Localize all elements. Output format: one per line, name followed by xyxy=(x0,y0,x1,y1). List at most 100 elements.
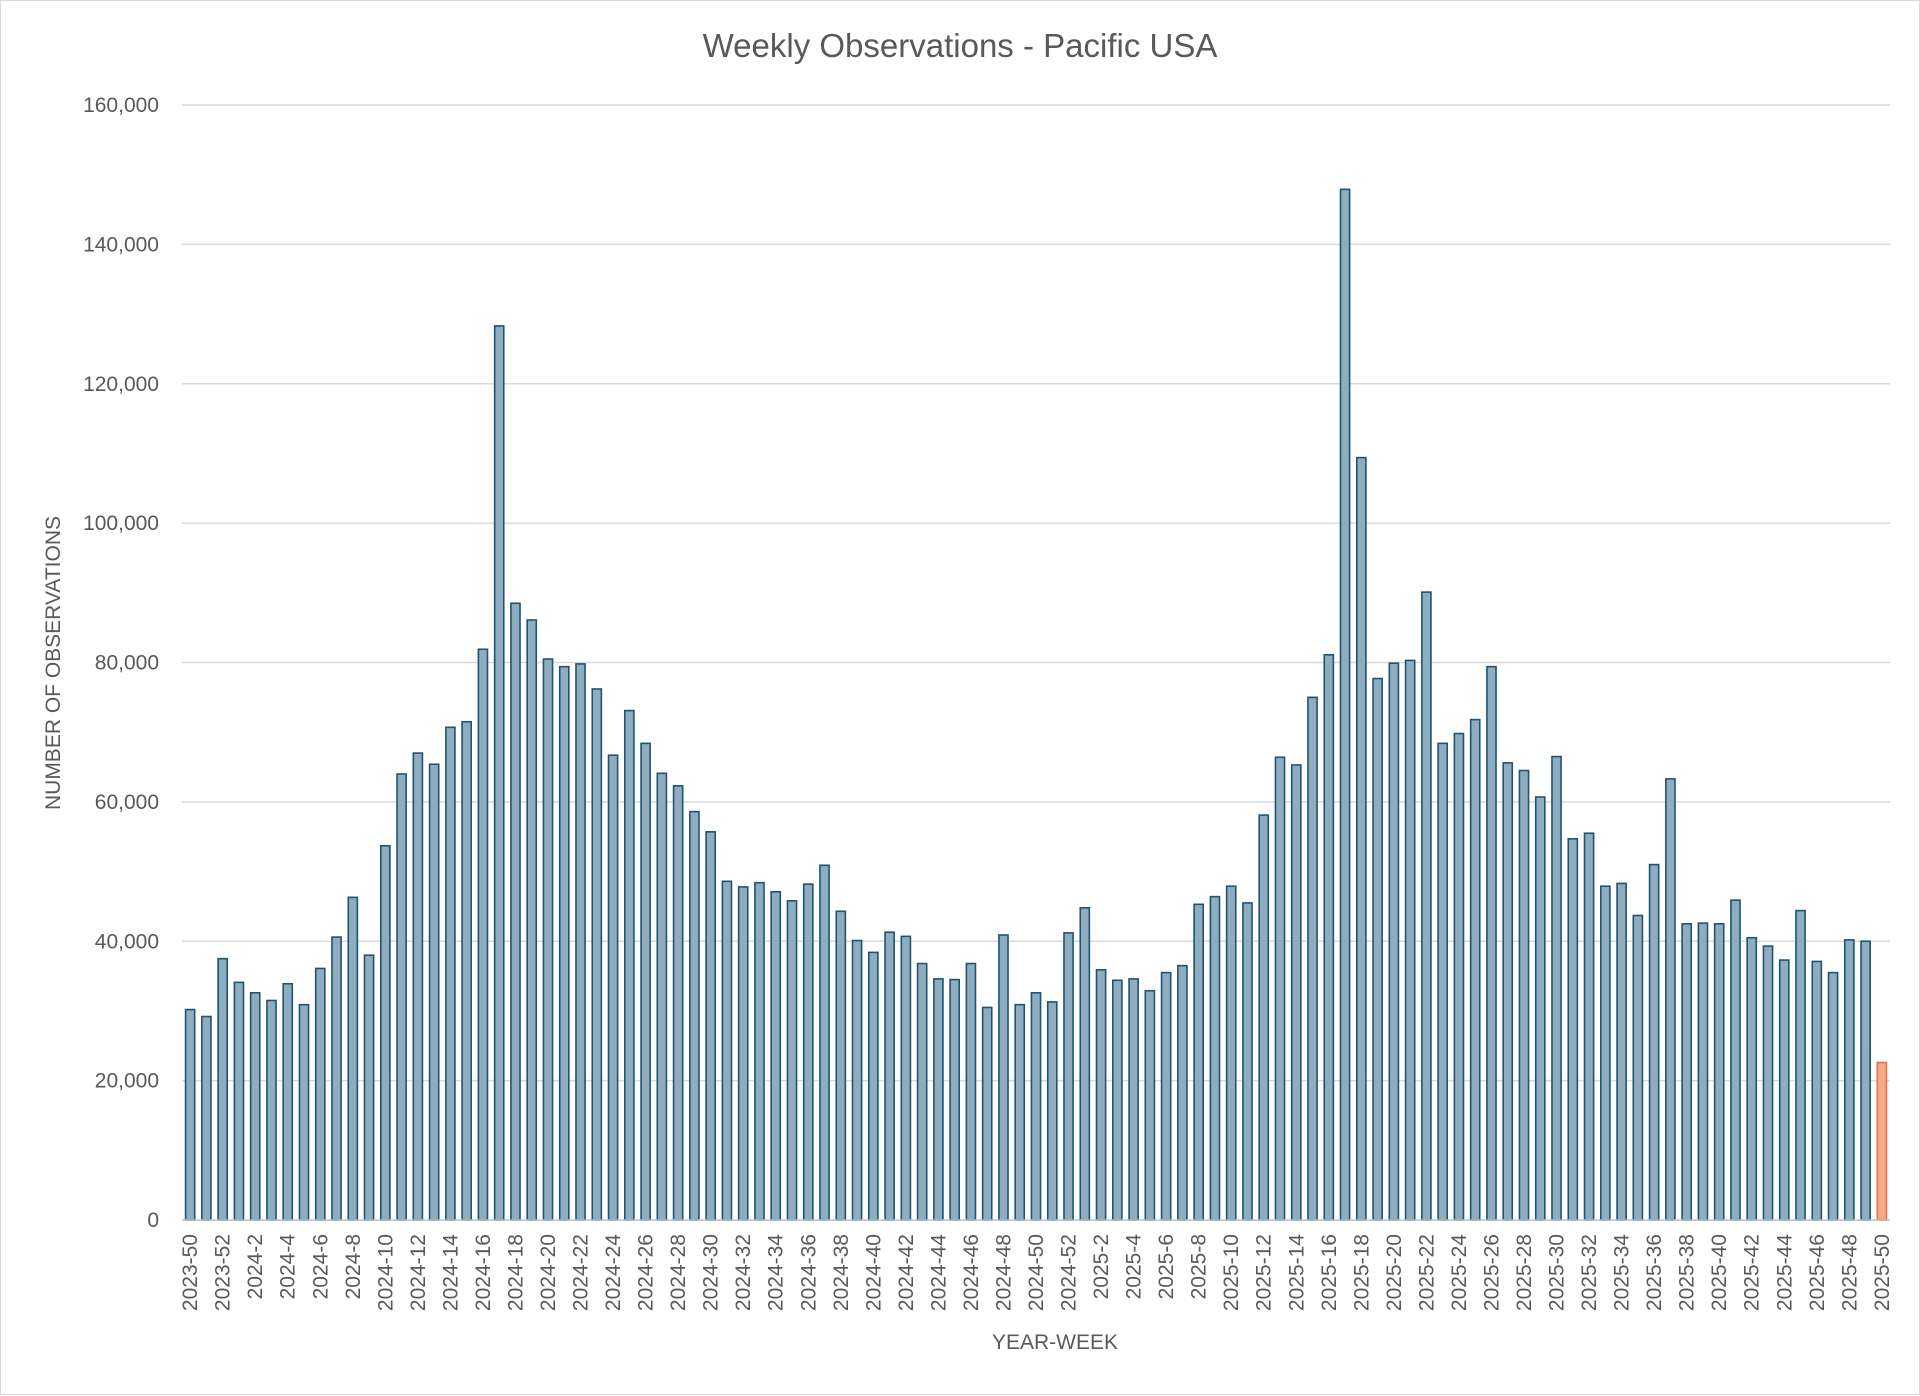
bar-2025-10 xyxy=(1225,885,1237,1221)
x-tick-label: 2024-16 xyxy=(472,1234,495,1311)
bar-2025-15 xyxy=(1307,696,1318,1221)
bar-2024-20 xyxy=(542,658,554,1221)
x-tick-label: 2025-18 xyxy=(1350,1234,1373,1311)
bar-2025-24 xyxy=(1453,732,1465,1221)
bar-2024-42 xyxy=(900,935,912,1221)
bar-2024-39 xyxy=(851,939,863,1221)
bar-2024-17 xyxy=(493,325,505,1221)
bar-2024-24 xyxy=(607,754,619,1221)
x-tick-label: 2025-38 xyxy=(1676,1234,1699,1311)
bar-2024-40 xyxy=(867,951,879,1221)
bar-2025-48 xyxy=(1843,939,1855,1221)
bar-2025-7 xyxy=(1177,964,1188,1221)
chart-title: Weekly Observations - Pacific USA xyxy=(703,27,1218,64)
bar-2025-37 xyxy=(1665,778,1676,1221)
bar-2025-25 xyxy=(1469,718,1481,1221)
x-tick-label: 2025-36 xyxy=(1643,1234,1666,1311)
y-axis-ticks: 0 20,000 40,000 60,000 80,000 100,000 120,000 1… xyxy=(83,94,159,1232)
bar-2024-50 xyxy=(1030,992,1042,1221)
bar-2025-34 xyxy=(1616,882,1627,1221)
x-tick-label: 2024-32 xyxy=(732,1234,755,1311)
bar-2024-47 xyxy=(981,1006,993,1221)
bar-2024-18 xyxy=(510,602,521,1221)
y-tick-label: 0 xyxy=(147,1209,159,1232)
x-tick-label: 2025-10 xyxy=(1220,1234,1243,1311)
bar-2025-33 xyxy=(1599,885,1611,1221)
bar-2025-35 xyxy=(1632,914,1644,1221)
y-axis-title: NUMBER OF OBSERVATIONS xyxy=(42,516,65,810)
y-tick-label: 140,000 xyxy=(83,233,159,256)
x-axis-title: YEAR-WEEK xyxy=(992,1331,1118,1354)
x-tick-label: 2025-26 xyxy=(1480,1234,1503,1311)
bar-2025-43 xyxy=(1762,945,1774,1221)
x-tick-label: 2025-2 xyxy=(1090,1234,1113,1299)
x-tick-label: 2024-48 xyxy=(992,1234,1015,1311)
bar-2024-27 xyxy=(656,772,668,1221)
x-tick-label: 2024-6 xyxy=(309,1234,332,1299)
bar-2025-8 xyxy=(1193,903,1205,1221)
bar-2025-22 xyxy=(1421,591,1432,1221)
bar-2024-46 xyxy=(965,962,977,1221)
x-tick-label: 2025-16 xyxy=(1318,1234,1341,1311)
bar-2024-1 xyxy=(233,981,245,1221)
bar-2024-44 xyxy=(933,978,944,1221)
bar-2025-26 xyxy=(1486,665,1497,1221)
bar-2025-6 xyxy=(1160,971,1172,1221)
bar-2024-49 xyxy=(1014,1003,1026,1221)
x-tick-label: 2024-22 xyxy=(570,1234,593,1311)
bar-2024-52 xyxy=(1063,932,1074,1221)
bars xyxy=(184,188,1888,1221)
bar-2024-36 xyxy=(802,883,814,1221)
bar-2024-9 xyxy=(363,954,375,1221)
bar-2024-4 xyxy=(282,982,294,1221)
bar-2025-40 xyxy=(1713,923,1725,1221)
x-axis-ticks: 2023-50 2023-52 2024-2 2024-4 2024-6 2024-8 20… xyxy=(179,1234,1894,1311)
x-tick-label: 2024-46 xyxy=(960,1234,983,1311)
bar-2024-45 xyxy=(949,978,961,1221)
bar-2025-36 xyxy=(1648,863,1660,1221)
bar-2024-28 xyxy=(672,785,684,1221)
x-tick-label: 2025-8 xyxy=(1188,1234,1211,1299)
x-tick-label: 2024-28 xyxy=(667,1234,690,1311)
bar-2025-42 xyxy=(1746,936,1758,1221)
x-tick-label: 2025-6 xyxy=(1155,1234,1178,1299)
bar-2023-51 xyxy=(201,1015,212,1221)
x-tick-label: 2024-44 xyxy=(927,1234,950,1311)
bar-2025-21 xyxy=(1404,659,1416,1221)
x-tick-label: 2025-50 xyxy=(1871,1234,1894,1311)
bar-2024-14 xyxy=(445,726,456,1221)
bar-2025-16 xyxy=(1323,654,1335,1221)
bar-2024-35 xyxy=(786,900,798,1221)
bar-2024-5 xyxy=(298,1003,310,1221)
bar-2024-6 xyxy=(314,967,326,1221)
bar-2024-43 xyxy=(916,962,928,1221)
x-tick-label: 2025-44 xyxy=(1773,1234,1796,1311)
bar-2025-46 xyxy=(1811,960,1823,1221)
bar-2025-32 xyxy=(1583,832,1595,1221)
x-tick-label: 2024-4 xyxy=(277,1234,300,1300)
x-tick-label: 2024-8 xyxy=(342,1234,365,1299)
y-tick-label: 100,000 xyxy=(83,512,159,535)
bar-2025-50 xyxy=(1876,1061,1888,1221)
x-tick-label: 2024-42 xyxy=(895,1234,918,1311)
x-tick-label: 2025-46 xyxy=(1806,1234,1829,1311)
bar-2024-2 xyxy=(249,992,261,1221)
x-tick-label: 2024-26 xyxy=(635,1234,658,1311)
x-tick-label: 2025-32 xyxy=(1578,1234,1601,1311)
bar-2025-23 xyxy=(1437,742,1449,1221)
bar-2025-29 xyxy=(1534,796,1546,1221)
bar-2025-5 xyxy=(1144,989,1156,1221)
bar-2024-30 xyxy=(705,831,717,1221)
x-tick-label: 2025-20 xyxy=(1383,1234,1406,1311)
bar-2025-11 xyxy=(1242,902,1253,1221)
bar-2025-19 xyxy=(1372,677,1383,1221)
bar-2025-39 xyxy=(1697,922,1709,1221)
bar-2023-50 xyxy=(184,1008,196,1221)
x-tick-label: 2024-36 xyxy=(797,1234,820,1311)
bar-2024-3 xyxy=(266,999,277,1221)
x-tick-label: 2024-24 xyxy=(602,1234,625,1311)
y-tick-label: 60,000 xyxy=(95,791,159,814)
bar-2025-2 xyxy=(1095,969,1107,1221)
bar-2024-11 xyxy=(396,773,407,1221)
